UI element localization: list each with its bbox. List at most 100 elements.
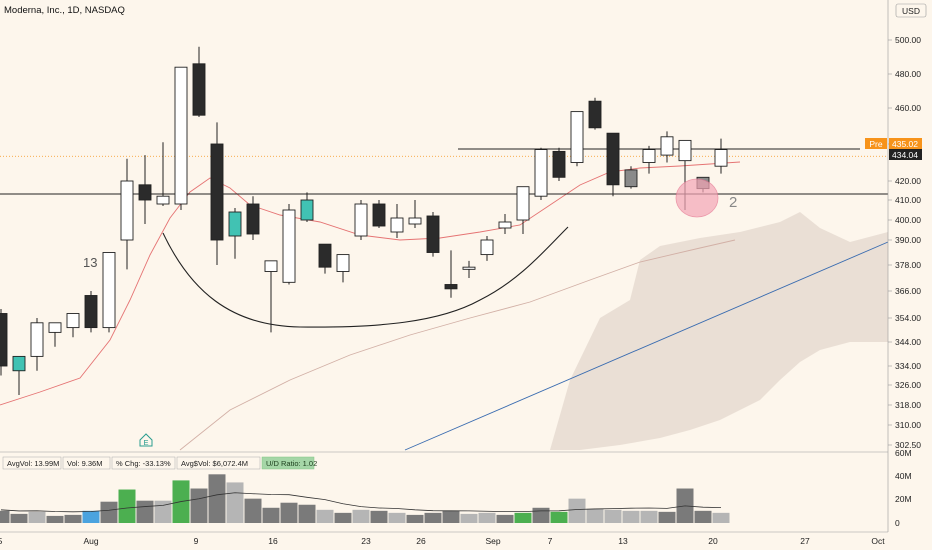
pre-tag bbox=[865, 138, 887, 149]
candle bbox=[192, 46, 206, 117]
candle-body bbox=[336, 254, 350, 272]
volume-bar bbox=[46, 515, 64, 523]
volume-bar bbox=[82, 510, 100, 523]
price-tick-label: 420.00 bbox=[895, 176, 921, 186]
candle-body bbox=[282, 209, 296, 283]
volume-bar bbox=[136, 500, 154, 523]
candle-body bbox=[156, 195, 170, 205]
volume-average-line bbox=[0, 492, 722, 513]
candle bbox=[282, 204, 296, 285]
volume-bar bbox=[604, 509, 622, 523]
price-axis-panel bbox=[888, 0, 932, 550]
candle bbox=[210, 122, 224, 265]
candle bbox=[48, 322, 62, 347]
last-price-badge bbox=[889, 149, 922, 160]
candle-body bbox=[300, 199, 314, 221]
indicator-lines bbox=[0, 161, 889, 451]
count-2-label: 2 bbox=[729, 194, 737, 211]
ichimoku-cloud bbox=[550, 212, 888, 450]
volume-bar bbox=[298, 504, 316, 523]
volume-bar bbox=[406, 514, 424, 523]
candle-body bbox=[48, 322, 62, 333]
time-tick-label: 7 bbox=[548, 536, 553, 546]
candle bbox=[174, 66, 188, 210]
price-tick-label: 344.00 bbox=[895, 337, 921, 347]
stats-bar: AvgVol: 13.99M Vol: 9.36M % Chg: -33.13%… bbox=[2, 456, 317, 470]
price-tick-label: 500.00 bbox=[895, 35, 921, 45]
vol-box bbox=[62, 456, 111, 470]
price-tick-label: 302.50 bbox=[895, 440, 921, 450]
volume-bar bbox=[694, 510, 712, 523]
candles[interactable] bbox=[0, 46, 728, 395]
candle-body bbox=[462, 266, 476, 270]
pre-tag-label: Pre bbox=[869, 139, 883, 149]
volume-bar bbox=[208, 474, 226, 523]
volume-bar bbox=[658, 511, 676, 523]
price-tick-label: 400.00 bbox=[895, 215, 921, 225]
candle-body bbox=[570, 111, 584, 163]
time-tick-label: 9 bbox=[194, 536, 199, 546]
chg-box bbox=[111, 456, 176, 470]
candle bbox=[318, 243, 332, 274]
candle-body bbox=[516, 186, 530, 221]
candle bbox=[498, 214, 512, 234]
price-tick-label: 378.00 bbox=[895, 260, 921, 270]
candle-body bbox=[606, 132, 620, 186]
chart-title: Moderna, Inc., 1D, NASDAQ bbox=[4, 5, 125, 16]
candle-body bbox=[660, 136, 674, 156]
candle bbox=[372, 200, 386, 228]
avgvol-text: AvgVol: 13.99M bbox=[7, 459, 59, 468]
currency-badge[interactable] bbox=[895, 3, 927, 18]
candle bbox=[534, 147, 548, 200]
price-tick-label: 410.00 bbox=[895, 195, 921, 205]
short-ma-line bbox=[0, 161, 741, 406]
pre-price-value: 435.02 bbox=[892, 139, 918, 149]
candle bbox=[642, 145, 656, 174]
candle-body bbox=[372, 203, 386, 227]
candle bbox=[228, 208, 242, 259]
highlight-circle bbox=[675, 178, 719, 218]
candle-body bbox=[354, 203, 368, 237]
ud-box bbox=[261, 456, 315, 470]
candle bbox=[606, 132, 620, 197]
candle bbox=[84, 291, 98, 333]
candle-body bbox=[624, 169, 638, 188]
candle-body bbox=[228, 211, 242, 237]
candle-body bbox=[714, 149, 728, 167]
volume-pane bbox=[0, 451, 888, 523]
volume-tick-label: 40M bbox=[895, 471, 912, 481]
volume-bar bbox=[226, 482, 244, 523]
price-tick-label: 318.00 bbox=[895, 400, 921, 410]
candle-body bbox=[588, 100, 602, 129]
long-ma-line bbox=[179, 239, 736, 451]
candle bbox=[552, 147, 566, 181]
volume-bar bbox=[154, 500, 172, 523]
price-tick-label: 310.00 bbox=[895, 420, 921, 430]
candle-body bbox=[12, 355, 26, 372]
price-tick-label: 366.00 bbox=[895, 286, 921, 296]
candle bbox=[0, 309, 8, 376]
candle-body bbox=[498, 221, 512, 229]
price-axis[interactable]: 500.00480.00460.00440.00420.00410.00400.… bbox=[888, 35, 921, 528]
time-tick-label: Sep bbox=[485, 536, 500, 546]
time-axis[interactable]: 5 Aug 9 16 23 26 Sep 7 13 20 27 Oct bbox=[0, 536, 885, 546]
time-tick-label: Aug bbox=[83, 536, 98, 546]
volume-bar bbox=[712, 512, 730, 523]
candle bbox=[30, 318, 44, 371]
candle bbox=[480, 236, 494, 261]
volume-bar bbox=[550, 511, 568, 523]
time-tick-label: 23 bbox=[361, 536, 371, 546]
candle bbox=[246, 196, 260, 240]
volume-bar bbox=[460, 513, 478, 523]
currency-label: USD bbox=[902, 6, 920, 16]
candle-body bbox=[444, 284, 458, 290]
volume-bar bbox=[640, 510, 658, 523]
candle bbox=[138, 155, 152, 224]
candle-body bbox=[84, 295, 98, 329]
candle bbox=[588, 97, 602, 130]
price-tick-label: 480.00 bbox=[895, 69, 921, 79]
cup-curve bbox=[162, 226, 569, 328]
volume-bar bbox=[100, 501, 118, 523]
volume-bar bbox=[10, 513, 28, 523]
